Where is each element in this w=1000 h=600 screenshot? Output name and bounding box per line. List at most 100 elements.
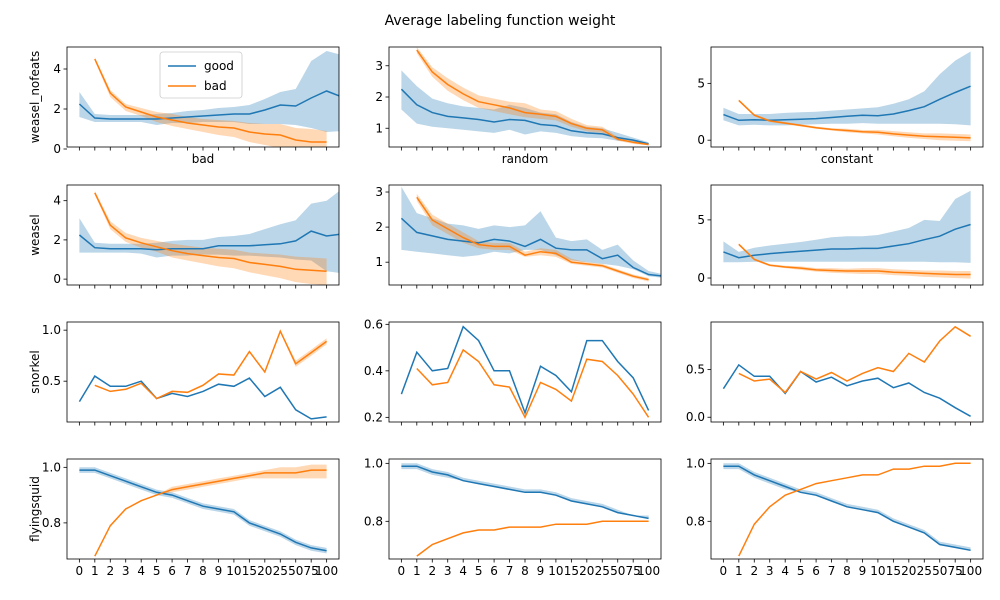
band-bad xyxy=(94,190,327,285)
series-line-good xyxy=(79,469,327,552)
column-title: random xyxy=(502,152,549,166)
y-axis-label: weasel_nofeats xyxy=(28,51,42,143)
x-tick-label: 10 xyxy=(870,564,885,578)
x-tick-label: 4 xyxy=(781,564,789,578)
x-tick-label: 9 xyxy=(859,564,867,578)
x-tick-label: 6 xyxy=(168,564,176,578)
band-good xyxy=(79,191,339,273)
x-tick-label: 4 xyxy=(137,564,145,578)
y-tick-label: 2 xyxy=(53,102,61,116)
band-good xyxy=(79,51,339,132)
x-tick-label: 7 xyxy=(506,564,514,578)
x-tick-label: 8 xyxy=(199,564,207,578)
y-tick-label: 0.8 xyxy=(364,514,383,528)
series-line-bad xyxy=(416,348,650,420)
y-tick-label: 1.0 xyxy=(42,460,61,474)
series-line-bad xyxy=(738,99,971,139)
band-good xyxy=(723,51,971,126)
band-good xyxy=(401,70,649,146)
band-bad xyxy=(94,57,327,147)
x-tick-label: 100 xyxy=(959,564,982,578)
series-line-good xyxy=(722,363,971,417)
series-line-good xyxy=(400,88,649,145)
series-line-good xyxy=(400,217,661,277)
x-tick-label: 3 xyxy=(122,564,130,578)
x-tick-label: 15 xyxy=(886,564,901,578)
x-tick-label: 8 xyxy=(521,564,529,578)
y-tick-label: 1 xyxy=(375,121,383,135)
subplot-0-2: 0 5 constant xyxy=(697,46,984,166)
x-tick-label: 75 xyxy=(948,564,963,578)
y-tick-label: 2 xyxy=(375,220,383,234)
x-tick-label: 2 xyxy=(106,564,114,578)
band-good xyxy=(723,190,971,263)
series-line-bad xyxy=(416,49,649,146)
y-tick-label: 1 xyxy=(375,255,383,269)
band-good xyxy=(401,463,649,519)
y-tick-label: 4 xyxy=(53,62,61,76)
x-tick-label: 5 xyxy=(153,564,161,578)
x-tick-label: 10 xyxy=(226,564,241,578)
x-tick-label: 0 xyxy=(76,564,84,578)
legend-label-bad: bad xyxy=(204,79,227,93)
x-tick-label: 9 xyxy=(537,564,545,578)
subplot-grid: 024weasel_nofeatsbadgoodbad123random05co… xyxy=(28,46,984,578)
band-bad xyxy=(416,47,649,146)
y-tick-label: 0.5 xyxy=(686,363,705,377)
series-line-good xyxy=(723,85,971,122)
x-tick-label: 1 xyxy=(735,564,743,578)
legend-label-good: good xyxy=(204,59,234,73)
series-line-bad xyxy=(94,469,327,557)
x-tick-label: 1 xyxy=(413,564,421,578)
y-tick-label: 0 xyxy=(697,133,705,147)
y-tick-label: 0.6 xyxy=(364,317,383,331)
x-tick-label: 1 xyxy=(91,564,99,578)
series-line-good xyxy=(400,325,650,415)
x-tick-label: 4 xyxy=(459,564,467,578)
series-line-bad xyxy=(94,329,328,400)
x-tick-label: 6 xyxy=(490,564,498,578)
subplot-2-1: 0.2 0.4 0.6 xyxy=(364,317,662,426)
series-line-good xyxy=(723,223,971,259)
y-tick-label: 0.8 xyxy=(42,516,61,530)
y-tick-label: 0.2 xyxy=(364,410,383,424)
x-tick-label: 0 xyxy=(720,564,728,578)
subplot-1-0: 0 2 4 weasel xyxy=(28,184,340,289)
series-line-good xyxy=(723,465,971,552)
x-tick-label: 20 xyxy=(579,564,594,578)
y-tick-label: 1.0 xyxy=(686,456,705,470)
y-tick-label: 5 xyxy=(697,76,705,90)
series-line-bad xyxy=(738,325,971,394)
y-tick-label: 3 xyxy=(375,185,383,199)
x-tick-label: 10 xyxy=(548,564,563,578)
y-tick-label: 3 xyxy=(375,59,383,73)
x-tick-label: 7 xyxy=(828,564,836,578)
series-line-good xyxy=(78,230,339,251)
x-tick-label: 8 xyxy=(843,564,851,578)
y-tick-label: 2 xyxy=(375,90,383,104)
x-tick-label: 0 xyxy=(398,564,406,578)
x-tick-label: 75 xyxy=(304,564,319,578)
series-line-bad xyxy=(416,520,649,557)
series-line-bad xyxy=(738,243,971,276)
y-tick-label: 0 xyxy=(53,142,61,156)
series-line-bad xyxy=(416,196,649,281)
column-title: bad xyxy=(192,152,215,166)
x-tick-label: 25 xyxy=(595,564,610,578)
series-line-good xyxy=(78,90,339,120)
x-tick-label: 3 xyxy=(444,564,452,578)
y-tick-label: 1.0 xyxy=(364,456,383,470)
x-tick-label: 50 xyxy=(932,564,947,578)
y-tick-label: 4 xyxy=(53,194,61,208)
y-tick-label: 1.0 xyxy=(42,323,61,337)
series-line-bad xyxy=(738,462,971,557)
x-tick-label: 20 xyxy=(257,564,272,578)
x-tick-label: 100 xyxy=(315,564,338,578)
y-tick-label: 0 xyxy=(53,272,61,286)
x-tick-label: 7 xyxy=(184,564,192,578)
